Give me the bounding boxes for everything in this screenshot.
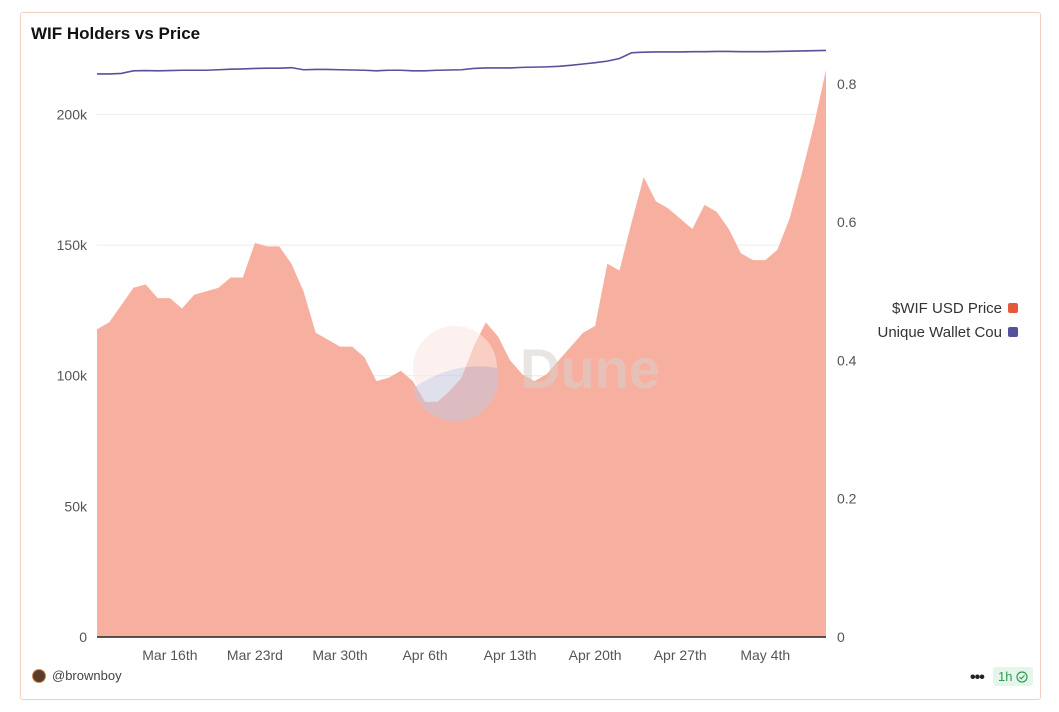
y-right-tick-label: 0.8	[837, 76, 857, 92]
author-link[interactable]: @brownboy	[32, 668, 122, 683]
x-tick-label: Apr 6th	[402, 647, 447, 663]
x-tick-label: Apr 13th	[484, 647, 537, 663]
legend-label: $WIF USD Price	[891, 299, 1002, 317]
x-tick-label: Apr 20th	[569, 647, 622, 663]
y-right-axis-ticks: 0 0.2 0.4 0.6 0.8	[837, 76, 857, 645]
legend-label: Unique Wallet Cou	[877, 323, 1002, 341]
refresh-label: 1h	[998, 669, 1013, 684]
author-name: @brownboy	[52, 668, 122, 683]
legend-item-price[interactable]: $WIF USD Price	[860, 296, 1018, 320]
y-left-tick-label: 150k	[57, 237, 88, 253]
more-options-button[interactable]: •••	[970, 669, 985, 686]
x-tick-label: Mar 30th	[312, 647, 367, 663]
x-tick-label: Apr 27th	[654, 647, 707, 663]
legend-item-wallets[interactable]: Unique Wallet Cou	[860, 320, 1018, 344]
y-left-axis-ticks: 0 50k 100k 150k 200k	[57, 106, 88, 645]
dune-wordmark: Dune	[520, 337, 660, 400]
y-left-tick-label: 200k	[57, 106, 88, 122]
x-tick-label: Mar 23rd	[227, 647, 283, 663]
price-area-layer	[97, 70, 826, 638]
footer-layer: @brownboy ••• 1h	[20, 12, 1041, 700]
y-left-tick-label: 50k	[64, 498, 88, 514]
legend: $WIF USD Price Unique Wallet Cou	[860, 296, 1018, 344]
dune-logo-wave	[413, 366, 499, 422]
x-axis-ticks: Mar 16th Mar 23rd Mar 30th Apr 6th Apr 13th A…	[142, 647, 790, 663]
y-right-tick-label: 0.2	[837, 491, 857, 507]
x-tick-label: Mar 16th	[142, 647, 197, 663]
legend-swatch	[1008, 327, 1018, 337]
chart-title: WIF Holders vs Price	[31, 24, 201, 43]
check-circle-icon	[1016, 670, 1029, 683]
refresh-interval-badge[interactable]: 1h	[993, 667, 1034, 686]
y-right-tick-label: 0.6	[837, 214, 857, 230]
avatar	[32, 668, 46, 683]
wallet-line-layer	[97, 49, 827, 75]
x-tick-label: May 4th	[740, 647, 790, 663]
y-right-tick-label: 0	[837, 629, 845, 645]
y-left-tick-label: 100k	[57, 368, 88, 384]
dune-watermark: Dune	[413, 326, 660, 422]
y-right-tick-label: 0.4	[837, 352, 857, 368]
y-left-tick-label: 0	[79, 629, 87, 645]
series-wallet-line	[97, 49, 827, 75]
series-price-area	[97, 70, 826, 637]
legend-swatch	[1008, 303, 1018, 313]
